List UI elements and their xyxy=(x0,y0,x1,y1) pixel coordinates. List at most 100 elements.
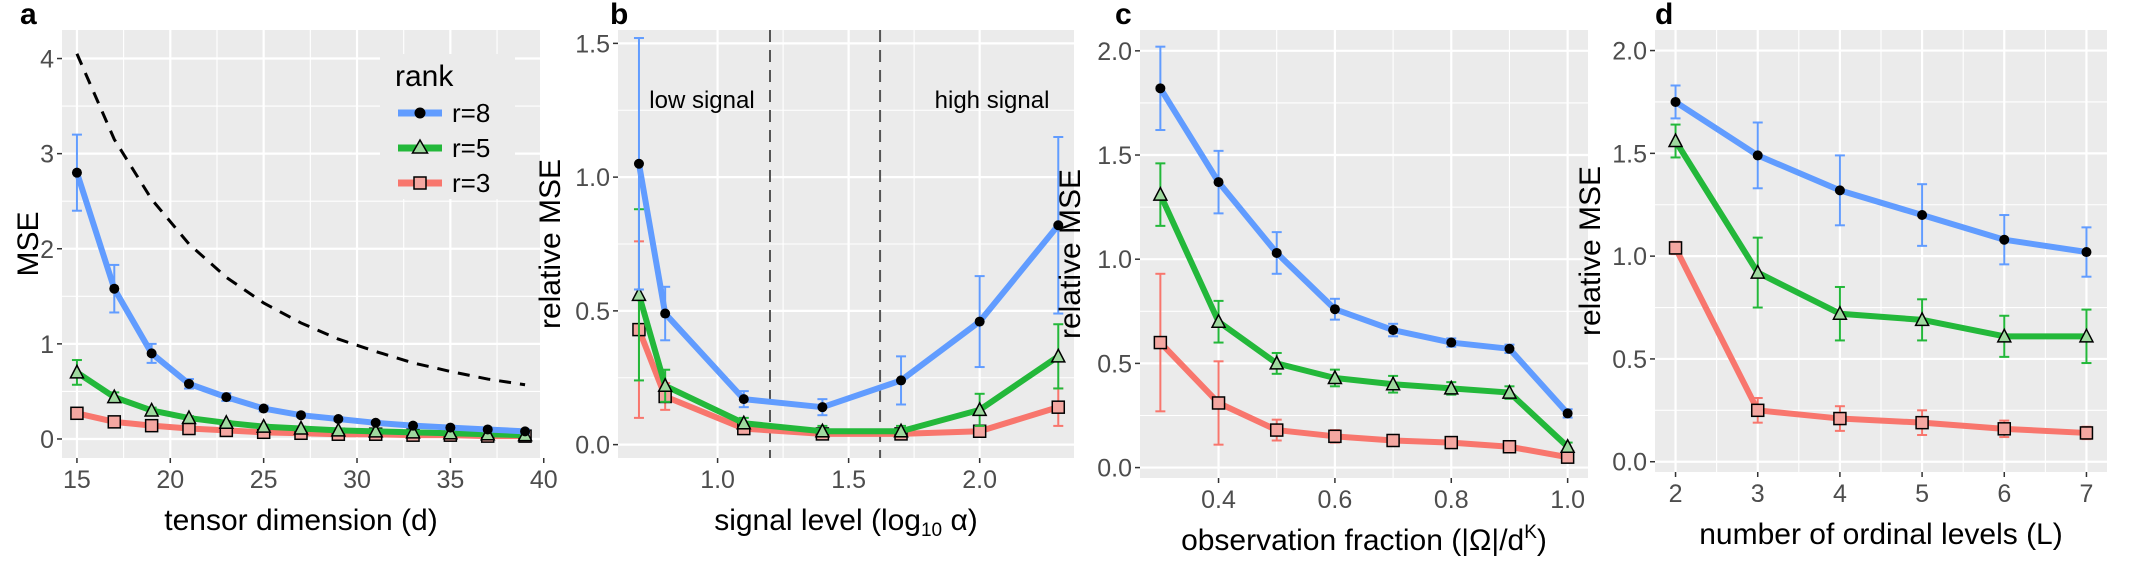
x-axis-title: tensor dimension (d) xyxy=(164,504,437,537)
y-tick-label: 1 xyxy=(40,331,54,359)
x-tick-label: 6 xyxy=(1997,480,2011,508)
series-r8 xyxy=(1155,45,1573,419)
data-point xyxy=(296,410,306,421)
legend-entry-r5: r=5 xyxy=(398,133,490,163)
x-tick-label: 40 xyxy=(530,466,558,494)
y-tick-label: 1.5 xyxy=(575,30,610,58)
data-point xyxy=(1446,337,1457,348)
data-point xyxy=(1271,247,1282,258)
y-tick-label: 0.0 xyxy=(575,432,610,460)
annotation-high-signal: high signal xyxy=(935,87,1050,114)
series-r5 xyxy=(1152,162,1576,453)
series-r3 xyxy=(1668,240,2094,441)
x-tick-label: 35 xyxy=(436,466,464,494)
y-tick-label: 0.5 xyxy=(1612,346,1647,374)
data-point xyxy=(144,418,159,433)
data-point xyxy=(1152,185,1169,201)
x-tick-label: 3 xyxy=(1751,480,1765,508)
y-tick-label: 1.0 xyxy=(1612,243,1647,271)
panel-d: 2 3 4 5 6 7 0.0 0.5 1.0 1.5 2.0 d number of ordinal … xyxy=(1574,0,2107,551)
data-point xyxy=(330,421,347,437)
data-point xyxy=(1269,423,1284,437)
data-point xyxy=(405,423,421,439)
data-point xyxy=(445,422,456,433)
data-point xyxy=(974,316,985,327)
panel-letter: a xyxy=(20,0,37,31)
reference-curve xyxy=(75,53,526,387)
data-point xyxy=(893,422,909,438)
data-point xyxy=(1444,435,1459,450)
data-point xyxy=(1153,335,1168,350)
data-point xyxy=(1670,96,1681,107)
data-point xyxy=(221,392,232,403)
x-tick-label: 1.0 xyxy=(1550,486,1585,514)
legend-label: r=3 xyxy=(452,168,490,198)
plot-background xyxy=(1140,30,1588,478)
data-point xyxy=(1752,150,1763,161)
x-tick-label: 4 xyxy=(1833,480,1847,508)
data-point xyxy=(255,417,272,433)
data-point xyxy=(2079,426,2094,440)
y-tick-label: 0 xyxy=(40,426,54,454)
data-point xyxy=(1833,411,1847,426)
x-tick-label: 2 xyxy=(1669,480,1683,508)
data-point xyxy=(1211,396,1226,410)
legend-entry-r8: r=8 xyxy=(398,98,490,128)
data-point xyxy=(482,424,493,435)
data-point xyxy=(1750,403,1765,418)
series-line xyxy=(1157,191,1571,450)
data-point xyxy=(333,414,344,425)
panel-letter: c xyxy=(1115,0,1132,31)
x-axis-title: number of ordinal levels (L) xyxy=(1699,518,2063,551)
y-tick-label: 1.0 xyxy=(575,164,610,192)
annotation-low-signal: low signal xyxy=(649,87,754,114)
x-tick-label: 7 xyxy=(2080,480,2094,508)
data-point xyxy=(1997,422,2012,436)
data-point xyxy=(1559,438,1576,453)
data-point xyxy=(1327,369,1343,385)
series-r5 xyxy=(631,208,1067,438)
x-tick-label: 0.4 xyxy=(1201,486,1236,514)
y-tick-label: 0.0 xyxy=(1612,449,1647,477)
series-r8 xyxy=(1670,84,2092,278)
data-point xyxy=(1329,304,1340,315)
y-axis-title: relative MSE xyxy=(1054,169,1087,339)
x-tick-label: 1.5 xyxy=(831,466,866,494)
legend-title: rank xyxy=(395,60,454,93)
legend-label: r=8 xyxy=(452,98,490,128)
data-point xyxy=(660,308,671,319)
data-point xyxy=(736,414,752,430)
data-point xyxy=(1155,83,1166,94)
y-tick-label: 4 xyxy=(40,46,54,74)
data-point xyxy=(1501,383,1518,399)
data-point xyxy=(1388,325,1399,336)
panel-letter: d xyxy=(1655,0,1673,31)
series-r8 xyxy=(71,133,531,437)
y-axis-title: relative MSE xyxy=(534,159,567,329)
x-tick-label: 25 xyxy=(250,466,278,494)
data-point xyxy=(408,420,419,431)
data-point xyxy=(1749,263,1766,279)
y-tick-label: 0.5 xyxy=(575,298,610,326)
x-tick-label: 1.0 xyxy=(700,466,735,494)
series-line xyxy=(1672,244,2090,436)
data-point xyxy=(258,403,269,414)
data-point xyxy=(817,402,828,413)
data-point xyxy=(971,401,988,417)
data-point xyxy=(2078,327,2095,343)
x-tick-label: 0.8 xyxy=(1434,486,1469,514)
x-axis-title-tail: α) xyxy=(942,504,978,537)
x-tick-label: 30 xyxy=(343,466,371,494)
data-point xyxy=(1051,400,1066,414)
y-tick-label: 2 xyxy=(40,236,54,264)
data-point xyxy=(1667,132,1684,148)
y-axis-title: MSE xyxy=(12,211,45,276)
x-tick-label: 20 xyxy=(156,466,184,494)
data-point xyxy=(631,286,647,302)
data-point xyxy=(367,422,384,438)
data-point xyxy=(69,363,85,379)
data-point xyxy=(1996,327,2013,343)
data-point xyxy=(520,426,531,437)
